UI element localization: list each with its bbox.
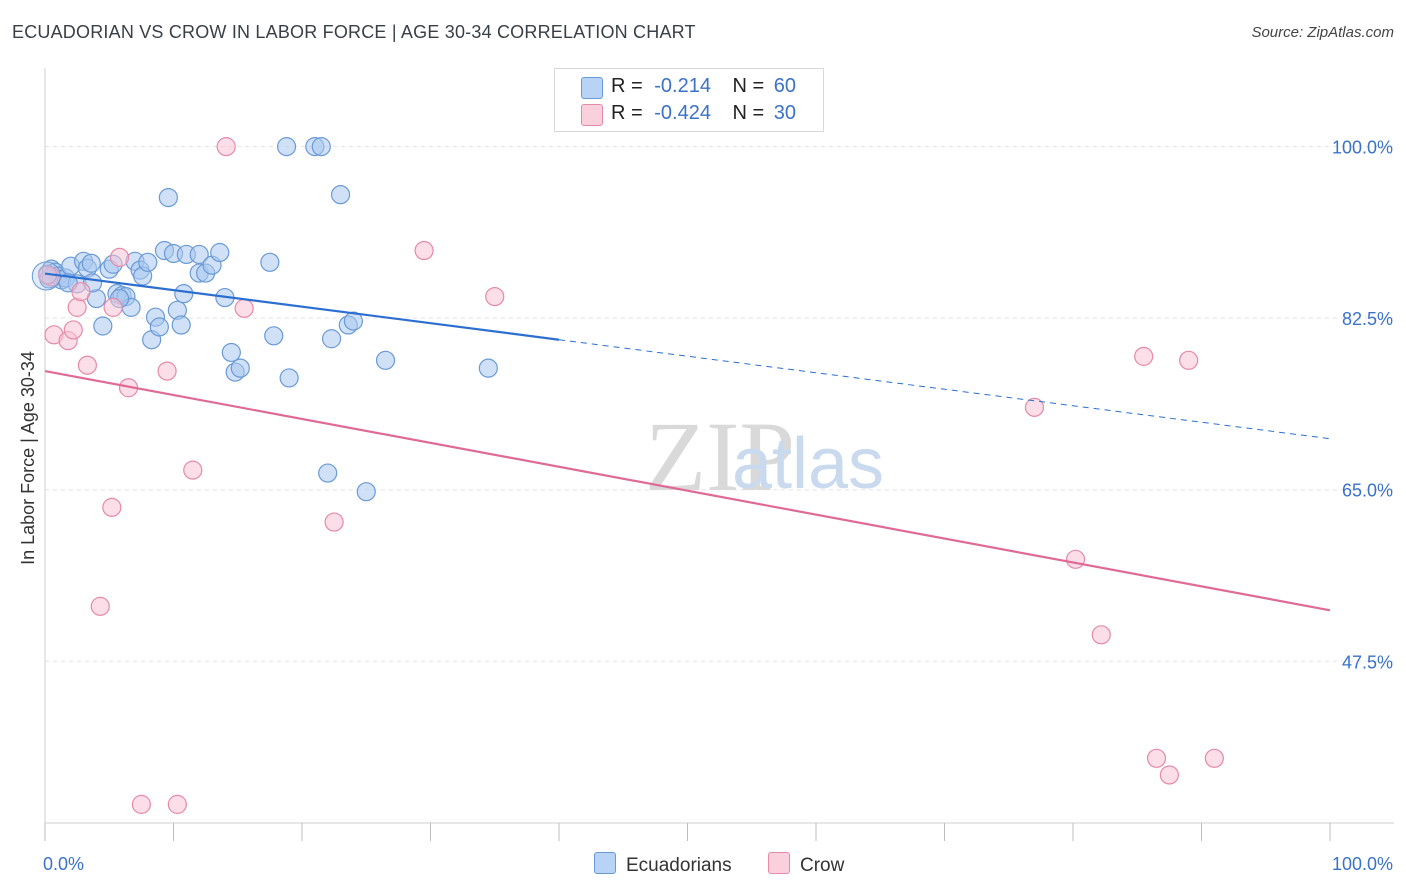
bottom-legend-label-ecuadorians: Ecuadorians [626,855,732,876]
ecuadorian-point [81,253,101,273]
crow-point [1179,350,1199,370]
crow-point [183,460,203,480]
crow-point [131,794,151,814]
axes [44,68,1394,841]
crow-point [102,497,122,517]
ecuadorian-point [264,326,284,346]
crow-point [1065,549,1086,569]
ecuadorian-point [260,252,280,272]
legend-swatch-blue [581,77,603,99]
ecuadorian-point [356,482,376,502]
ecuadorian-point [318,463,338,483]
ecuadorian-point [375,350,396,370]
ecuadorian-point [321,329,342,349]
crow-point [1159,765,1179,785]
bottom-legend-swatch-pink [768,852,790,874]
ecuadorian-point [158,187,178,208]
ecuadorian-trend-line [44,272,560,341]
crow-point [67,297,87,317]
crow-point [103,297,123,317]
trend-lines [44,272,1331,612]
crow-point [1134,346,1154,366]
bottom-legend-swatch-blue [594,852,616,874]
bottom-legend-label-crow: Crow [800,855,845,876]
crow-point [1146,748,1167,768]
legend-n-value-crow: 30 [773,102,797,124]
ecuadorian-point [171,315,191,335]
legend-r-value-ecuadorians: -0.214 [654,75,711,97]
ecuadorian-point [221,342,241,363]
crow-trend-line [44,370,1331,612]
ecuadorian-point [149,317,169,337]
y-tick-label: 100.0% [1332,138,1393,158]
ecuadorian-point [189,244,209,265]
x-tick-label: 100.0% [1332,854,1393,874]
x-tick-label: 0.0% [43,854,84,874]
legend-n-label: N = [732,75,765,97]
y-axis-label: In Labor Force | Age 30-34 [18,351,38,565]
bottom-legend-ecuadorians: Ecuadorians [594,852,732,877]
crow-point [324,512,344,532]
crow-point [157,361,177,381]
crow-point [77,355,98,375]
watermark-zip: ZIP [645,401,795,512]
crow-point [1091,625,1111,645]
crow-point [167,794,187,814]
data-points [31,137,1224,814]
ecuadorian-point [174,284,194,304]
legend-swatch-pink [581,104,603,126]
y-tick-label: 82.5% [1342,309,1393,329]
ecuadorian-point [343,311,363,331]
ecuadorian-point [478,358,498,378]
legend-n-value-ecuadorians: 60 [773,75,797,97]
legend-r-label: R = [611,102,643,124]
crow-point [1024,397,1045,417]
correlation-legend: R = -0.214 N = 60 R = -0.424 N = 30 [554,68,824,132]
crow-point [63,320,83,340]
source-label: Source: ZipAtlas.com [1251,24,1394,41]
ecuadorian-point [311,137,331,157]
ecuadorian-point [279,368,299,388]
crow-point [234,298,254,318]
watermark-atlas: atlas [732,424,884,504]
ecuadorian-point [210,242,230,263]
ecuadorian-trend-line-dashed [558,339,1331,440]
grid-lines [45,146,1394,662]
ecuadorian-point [276,137,297,157]
y-tick-label: 47.5% [1342,652,1393,672]
legend-n-label: N = [732,102,765,124]
ecuadorian-point [138,252,158,272]
crow-point [109,247,130,267]
y-tick-label: 65.0% [1342,481,1393,501]
crow-point [485,286,505,307]
ecuadorian-point [330,185,351,205]
crow-point [1204,748,1224,768]
crow-point [90,596,110,616]
chart-title: ECUADORIAN VS CROW IN LABOR FORCE | AGE … [12,22,696,42]
legend-r-value-crow: -0.424 [654,102,711,124]
ecuadorian-point [230,358,250,378]
crow-point [216,137,236,157]
bottom-legend-crow: Crow [768,852,844,877]
legend-r-label: R = [611,75,643,97]
tick-labels: 100.0% 82.5% 65.0% 47.5% 0.0% 100.0% [43,138,1393,874]
ecuadorian-point [93,316,113,336]
crow-point [71,282,91,302]
crow-point [414,240,434,261]
